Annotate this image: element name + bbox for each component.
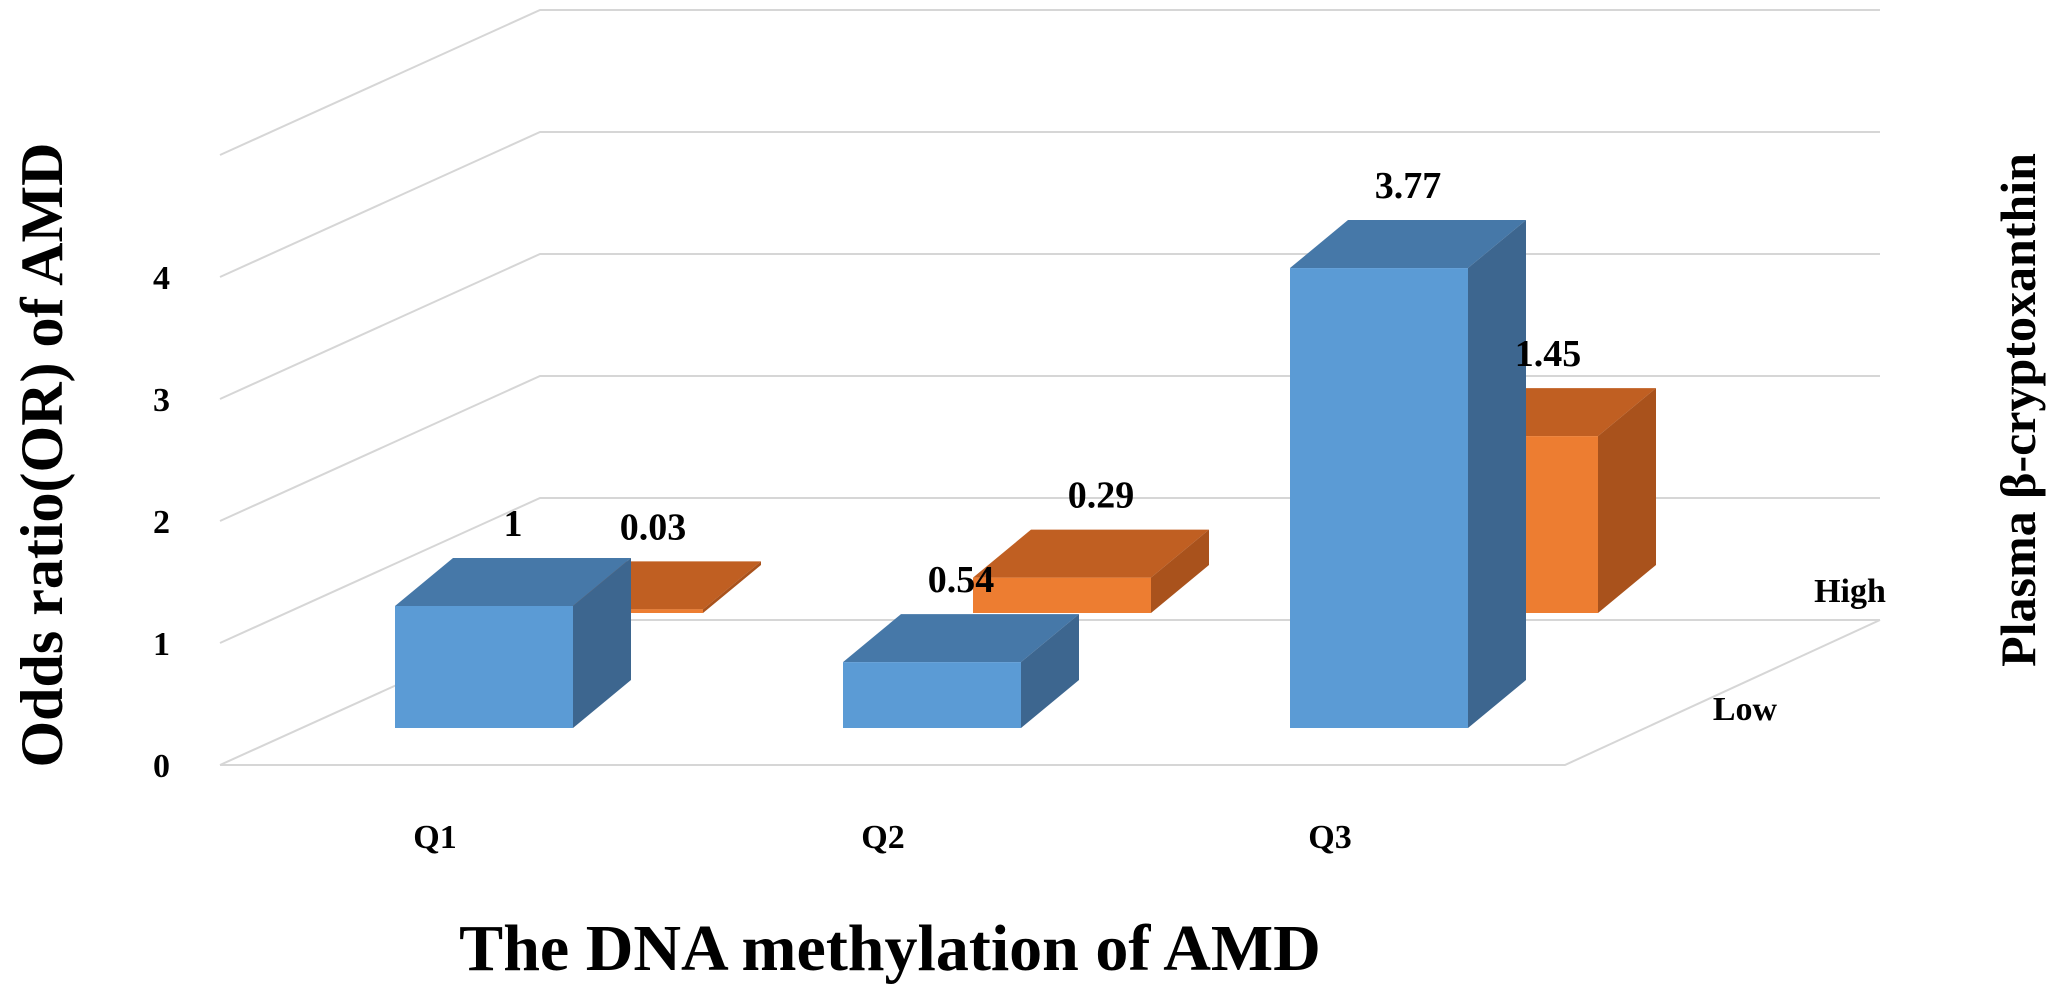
bars bbox=[395, 220, 1656, 728]
bar-high-q1-side bbox=[703, 561, 761, 613]
bar-low-q1-top bbox=[395, 558, 631, 606]
bar-low-q2-front bbox=[843, 662, 1021, 728]
series-label-low: Low bbox=[1713, 691, 1778, 728]
y-tick-label: 3 bbox=[153, 382, 170, 419]
y-tick-label: 0 bbox=[153, 748, 170, 785]
bar-low-q3-side bbox=[1468, 220, 1526, 728]
floor-edge bbox=[220, 619, 1881, 766]
data-label: 0.03 bbox=[620, 506, 687, 548]
bar-low-q2 bbox=[843, 614, 1079, 728]
data-label: 1.45 bbox=[1515, 333, 1582, 375]
series-depth-labels: Low High bbox=[1713, 573, 1886, 728]
bar-high-q2-top bbox=[973, 529, 1209, 578]
y-axis-title: Odds ratio(OR) of AMD bbox=[9, 143, 75, 768]
x-tick-label: Q2 bbox=[861, 819, 904, 856]
x-tick-label: Q1 bbox=[413, 819, 456, 856]
bar-low-q3 bbox=[1290, 220, 1526, 728]
gridline bbox=[219, 9, 1880, 156]
x-tick-label: Q3 bbox=[1308, 819, 1351, 856]
bar-low-q1-front bbox=[395, 606, 573, 728]
y-tick-labels: 0 1 2 3 4 bbox=[153, 260, 170, 785]
data-label: 0.29 bbox=[1068, 475, 1135, 517]
gridline bbox=[219, 253, 1880, 400]
bar-high-q2-front bbox=[973, 577, 1151, 613]
bar-low-q3-top bbox=[1290, 220, 1526, 269]
gridline bbox=[219, 131, 1880, 278]
data-label: 0.54 bbox=[928, 559, 995, 601]
data-label: 3.77 bbox=[1375, 165, 1442, 207]
x-tick-labels: Q1 Q2 Q3 bbox=[413, 819, 1351, 856]
bar-low-q2-side bbox=[1021, 614, 1079, 728]
y-tick-label: 2 bbox=[153, 504, 170, 541]
series-label-high: High bbox=[1814, 573, 1886, 610]
y-tick-label: 1 bbox=[153, 626, 170, 663]
bar-high-q3-side bbox=[1598, 388, 1656, 613]
data-labels: 0.03 0.29 1.45 1 0.54 3.77 bbox=[504, 165, 1582, 601]
bar-low-q2-top bbox=[843, 614, 1079, 663]
gridlines bbox=[219, 9, 1881, 766]
bar-low-q1-side bbox=[573, 558, 631, 728]
x-axis-title: The DNA methylation of AMD bbox=[459, 912, 1321, 985]
data-label: 1 bbox=[504, 503, 523, 545]
bar-low-q3-front bbox=[1290, 268, 1468, 728]
depth-axis-title: Plasma β-cryptoxanthin bbox=[1990, 153, 2046, 667]
bar-high-q2 bbox=[973, 529, 1209, 613]
y-tick-label: 4 bbox=[153, 260, 170, 297]
bar-high-q2-side bbox=[1151, 529, 1209, 613]
bar-low-q1 bbox=[395, 558, 631, 728]
